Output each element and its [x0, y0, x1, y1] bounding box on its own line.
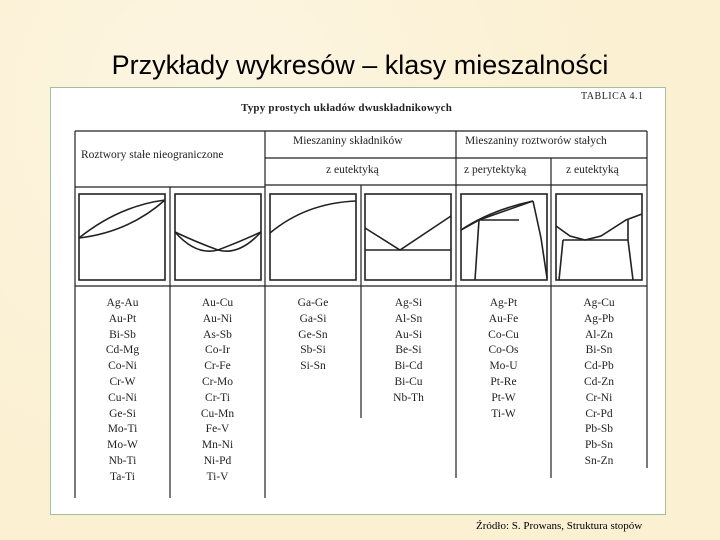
diagram-eutectic-solid-solutions	[555, 193, 643, 281]
system-label: Ag-Pt	[489, 297, 518, 309]
header-component-mixtures: Mieszaniny składników	[293, 135, 403, 147]
system-label: Cd-Mg	[105, 344, 140, 357]
system-label: Mo-U	[489, 360, 518, 373]
system-label: Be-Si	[395, 344, 422, 357]
header-solid-solutions: Roztwory stałe nieograniczone	[81, 149, 224, 161]
system-label: Pt-W	[491, 391, 516, 404]
figure-title: Typy prostych układów dwuskładnikowych	[241, 102, 453, 114]
system-label: Cr-Ni	[585, 391, 613, 404]
system-label: Au-Pt	[108, 312, 137, 325]
system-label: Nb-Th	[393, 391, 424, 404]
system-label: Cr-W	[109, 375, 136, 388]
system-label: Ag-Si	[394, 297, 423, 309]
system-label: Ga-Si	[299, 312, 327, 325]
system-label: Nb-Ti	[108, 454, 137, 467]
system-label: Ag-Cu	[583, 297, 615, 309]
system-label: Ag-Pb	[583, 312, 615, 325]
system-label: Mo-W	[107, 439, 138, 452]
system-label: Ge-Sn	[298, 328, 328, 341]
slide-title: Przykłady wykresów – klasy mieszalności	[111, 50, 609, 80]
system-label: Co-Os	[488, 344, 519, 357]
system-label: Cu-Ni	[108, 391, 137, 404]
system-label: Cu-Mn	[200, 407, 235, 420]
column-peritectic: Ag-Pt Au-Fe Co-Cu Co-Os Mo-U Pt-Re Pt-W …	[456, 296, 551, 422]
header-solution-mixtures: Mieszaniny roztworów stałych	[465, 135, 607, 147]
diagram-peritectic	[460, 193, 548, 281]
header-peritectic: z perytektyką	[464, 164, 527, 176]
column-eutectic-solid-solutions: Ag-Cu Ag-Pb Al-Zn Bi-Sn Cd-Pb Cd-Zn Cr-N…	[551, 296, 647, 470]
diagram-simple-eutectic	[364, 193, 452, 281]
system-label: Co-Ni	[108, 360, 137, 373]
system-label: Au-Ni	[202, 312, 233, 325]
diagram-solid-solution-minimum	[174, 193, 262, 281]
system-label: Al-Zn	[584, 328, 614, 341]
system-label: Cr-Mo	[201, 375, 234, 388]
header-eutectic-2: z eutektyką	[566, 164, 619, 176]
system-label: Ga-Ge	[297, 297, 329, 309]
system-label: Bi-Cd	[394, 360, 423, 373]
system-label: Au-Si	[394, 328, 423, 341]
system-label: As-Sb	[203, 328, 232, 341]
phase-diagram-table-figure: Typy prostych układów dwuskładnikowych T…	[50, 87, 666, 515]
header-eutectic-1: z eutektyką	[326, 164, 379, 176]
system-label: Cr-Pd	[585, 407, 613, 420]
system-label: Ti-W	[491, 407, 516, 420]
system-label: Bi-Sn	[585, 344, 613, 357]
column-eutectic-one-side: Ga-Ge Ga-Si Ge-Sn Sb-Si Si-Sn	[265, 296, 361, 375]
system-label: Al-Sn	[394, 312, 423, 325]
system-label: Pb-Sb	[584, 423, 614, 436]
diagram-eutectic-one-side	[269, 193, 357, 281]
system-label: Ta-Ti	[110, 470, 135, 483]
system-label: Mn-Ni	[201, 439, 234, 452]
system-label: Au-Cu	[201, 297, 234, 309]
system-label: Au-Fe	[488, 312, 519, 325]
system-label: Ni-Pd	[203, 454, 232, 467]
system-label: Sb-Si	[300, 344, 326, 357]
column-solid-solution-minimum: Au-Cu Au-Ni As-Sb Co-Ir Cr-Fe Cr-Mo Cr-T…	[170, 296, 265, 486]
column-solid-solution-lens: Ag-Au Au-Pt Bi-Sb Cd-Mg Co-Ni Cr-W Cu-Ni…	[75, 296, 170, 486]
system-label: Ag-Au	[106, 297, 139, 309]
system-label: Bi-Cu	[394, 375, 423, 388]
table-number: TABLICA 4.1	[581, 91, 644, 102]
system-label: Fe-V	[205, 423, 230, 436]
system-label: Cr-Fe	[204, 360, 231, 373]
system-label: Sn-Zn	[584, 454, 614, 467]
system-label: Ge-Si	[109, 407, 136, 420]
system-label: Co-Ir	[205, 344, 230, 357]
system-label: Cd-Pb	[584, 360, 614, 373]
system-label: Mo-Ti	[107, 423, 138, 436]
diagram-solid-solution-lens	[78, 193, 166, 281]
system-label: Pb-Sn	[584, 439, 614, 452]
system-label: Cr-Ti	[205, 391, 230, 404]
system-label: Ti-V	[206, 470, 229, 483]
system-label: Si-Sn	[300, 360, 326, 373]
system-label: Bi-Sb	[109, 328, 136, 341]
system-label: Pt-Re	[490, 375, 517, 388]
system-label: Co-Cu	[488, 328, 519, 341]
column-simple-eutectic: Ag-Si Al-Sn Au-Si Be-Si Bi-Cd Bi-Cu Nb-T…	[361, 296, 456, 407]
system-label: Cd-Zn	[583, 375, 615, 388]
table-grid-and-diagrams	[74, 130, 648, 498]
source-caption: Źródło: S. Prowans, Struktura stopów	[476, 520, 643, 532]
